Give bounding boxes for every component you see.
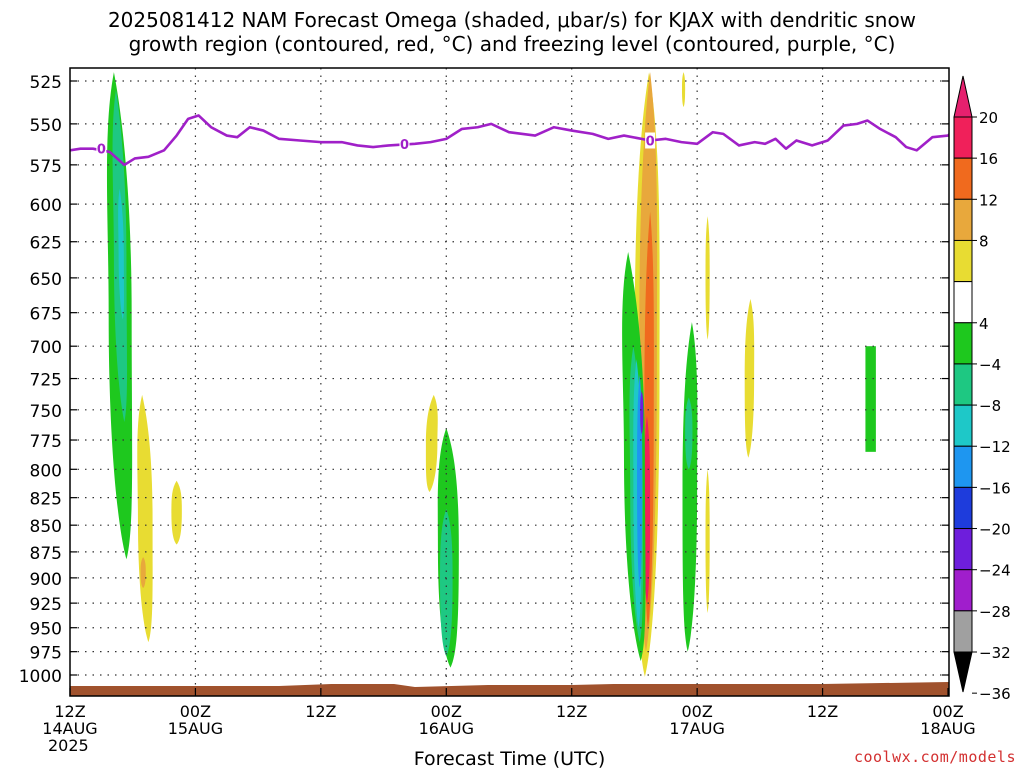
y-tick-label: 600 — [30, 196, 62, 216]
omega-upward-teal-4 — [685, 397, 693, 470]
colorbar-bin — [953, 322, 973, 365]
y-tick-label: 650 — [30, 270, 62, 290]
colorbar-label: 8 — [979, 232, 989, 250]
colorbar-bin — [953, 404, 973, 447]
y-tick-label: 825 — [30, 490, 62, 510]
freezing-level-label-bg — [399, 135, 410, 152]
omega-downward-orange-1 — [140, 557, 146, 589]
y-tick-label: 525 — [30, 73, 62, 93]
x-tick-label: 16AUG — [419, 719, 474, 738]
omega-downward-yellow-1 — [137, 394, 153, 643]
omega-upward-purple-3 — [640, 391, 644, 435]
freezing-level-contour: 0 0 0 — [70, 114, 949, 167]
colorbar-label: −8 — [979, 397, 1001, 415]
x-tick-label: 14AUG — [42, 719, 97, 738]
omega-upward-cyan-1 — [118, 188, 124, 320]
y-tick-label: 725 — [30, 371, 62, 391]
omega-upward-green-4 — [682, 322, 698, 652]
omega-shading — [106, 72, 876, 677]
colorbar-bin — [953, 363, 973, 406]
colorbar-label: −32 — [979, 644, 1011, 662]
y-tick-label: 850 — [30, 517, 62, 537]
colorbar-label: −12 — [979, 438, 1011, 456]
y-tick-label: 800 — [30, 461, 62, 481]
colorbar-bin — [953, 445, 973, 488]
colorbar-bin — [953, 281, 973, 324]
colorbar-label: −16 — [979, 479, 1011, 497]
x-tick-label: 00Z — [431, 702, 462, 721]
freezing-level-label: 0 — [400, 138, 409, 153]
y-tick-label: 625 — [30, 234, 62, 254]
x-tick-label: 15AUG — [168, 719, 223, 738]
colorbar-label: 16 — [979, 150, 998, 168]
y-tick-label: 925 — [30, 595, 62, 615]
colorbar-bin — [953, 569, 973, 612]
x-tick-label: 2025 — [48, 736, 89, 755]
colorbar-bin — [953, 157, 973, 200]
colorbar-top-arrow — [953, 75, 973, 118]
watermark: coolwx.com/models — [853, 748, 1016, 766]
y-tick-label: 1000 — [19, 667, 62, 687]
y-tick-label: 550 — [30, 116, 62, 136]
omega-downward-yellow-8 — [681, 72, 686, 107]
x-tick-label: 00Z — [932, 702, 963, 721]
freezing-level-line — [70, 114, 949, 167]
colorbar-label: 12 — [979, 191, 998, 209]
terrain-fill — [70, 682, 949, 696]
y-tick-label: 575 — [30, 157, 62, 177]
colorbar-bin — [953, 198, 973, 241]
colorbar-bin — [953, 486, 973, 530]
y-tick-label: 900 — [30, 570, 62, 590]
grid-lines — [70, 68, 949, 696]
omega-downward-yellow-7 — [744, 298, 755, 458]
colorbar-label: 4 — [979, 315, 989, 333]
y-tick-label: 875 — [30, 544, 62, 564]
x-tick-label: 12Z — [807, 702, 838, 721]
x-tick-label: 00Z — [681, 702, 712, 721]
colorbar-label: −20 — [979, 521, 1011, 539]
colorbar-bin — [953, 116, 973, 159]
colorbar-label: −36 — [979, 685, 1011, 703]
colorbar-label: −24 — [979, 562, 1011, 580]
terrain-band — [70, 682, 949, 696]
plot-frame — [69, 67, 950, 697]
x-tick-label: 12Z — [556, 702, 587, 721]
chart-title: 2025081412 NAM Forecast Omega (shaded, μ… — [107, 8, 917, 56]
omega-downward-yellow-3 — [425, 394, 438, 493]
omega-upward-teal-2 — [440, 508, 453, 657]
y-tick-label: 700 — [30, 338, 62, 358]
freezing-level-label: 0 — [646, 134, 655, 149]
x-tick-label: 18AUG — [920, 719, 975, 738]
colorbar-label: −28 — [979, 603, 1011, 621]
y-tick-label: 750 — [30, 402, 62, 422]
omega-upward-green-5 — [865, 346, 876, 452]
y-tick-label: 775 — [30, 432, 62, 452]
freezing-level-label-bg — [96, 140, 107, 157]
colorbar-bin — [953, 239, 973, 283]
colorbar-bin — [953, 528, 973, 571]
freezing-level-label: 0 — [97, 143, 106, 158]
omega-downward-yellow-2 — [171, 480, 182, 545]
omega-downward-yellow-6 — [705, 469, 710, 614]
colorbar-bottom-arrow — [953, 651, 973, 693]
y-tick-label: 675 — [30, 305, 62, 325]
colorbar-label: 20 — [979, 109, 998, 127]
colorbar-bin — [953, 610, 973, 653]
x-tick-label: 17AUG — [669, 719, 724, 738]
colorbar-label: −4 — [979, 356, 1001, 374]
x-axis-title: Forecast Time (UTC) — [414, 748, 605, 768]
y-tick-label: 950 — [30, 620, 62, 640]
plot-border — [69, 67, 950, 697]
colorbar: 20 16 12 8 4 −4 −8 −12 −16 −20 −24 −28 −32 −36 — [953, 75, 1011, 703]
y-tick-label: 975 — [30, 644, 62, 664]
y-axis: 525 550 575 600 625 650 675 700 725 750 775 800 825 8… — [19, 73, 949, 687]
x-tick-label: 12Z — [54, 702, 85, 721]
x-tick-label: 12Z — [305, 702, 336, 721]
freezing-level-label-bg — [645, 132, 656, 149]
x-tick-label: 00Z — [180, 702, 211, 721]
